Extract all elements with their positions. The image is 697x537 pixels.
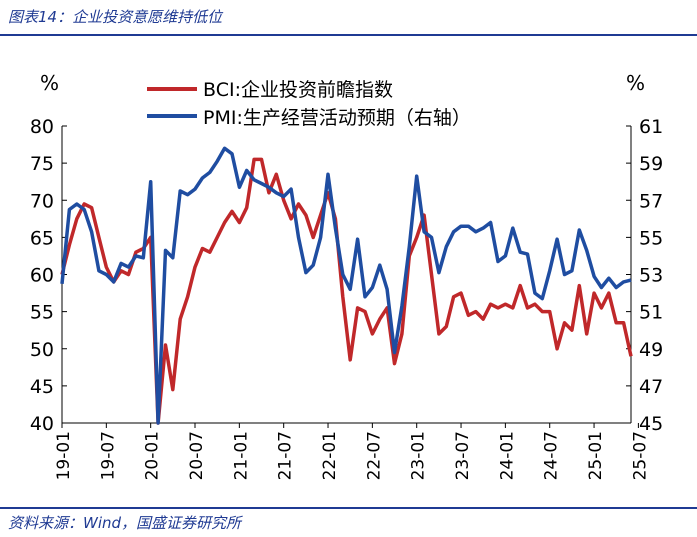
x-tick-label: 20-07 <box>187 431 207 480</box>
line-chart: % % BCI:企业投资前瞻指数 PMI:生产经营活动预期（右轴） 40 45 50… <box>30 71 663 480</box>
left-axis-unit: % <box>40 71 59 95</box>
x-tick-label: 21-07 <box>276 431 296 480</box>
right-tick-label: 47 <box>639 376 663 398</box>
legend: BCI:企业投资前瞻指数 PMI:生产经营活动预期（右轴） <box>147 79 471 129</box>
left-tick-label: 55 <box>30 302 54 324</box>
right-axis-ticks: 45 47 49 51 53 55 57 59 61 <box>626 116 663 435</box>
right-axis-unit: % <box>626 71 645 95</box>
right-tick-label: 45 <box>639 413 663 435</box>
figure-title: 图表14：企业投资意愿维持低位 <box>8 8 223 26</box>
right-tick-label: 57 <box>639 190 663 212</box>
top-rule <box>0 34 697 36</box>
x-tick-label: 23-07 <box>453 431 473 480</box>
left-tick-label: 75 <box>30 153 54 175</box>
left-tick-label: 65 <box>30 227 54 249</box>
legend-label-pmi: PMI:生产经营活动预期（右轴） <box>203 107 471 129</box>
series-lines <box>60 146 633 425</box>
right-tick-label: 53 <box>639 265 663 287</box>
source-note: 资料来源：Wind，国盛证券研究所 <box>8 514 242 532</box>
pmi-series-line <box>60 146 632 425</box>
left-tick-label: 45 <box>30 376 54 398</box>
right-tick-label: 55 <box>639 227 663 249</box>
left-axis-ticks: 40 45 50 55 60 65 70 75 80 <box>30 116 67 435</box>
x-tick-label: 22-01 <box>320 431 340 480</box>
x-tick-label: 24-01 <box>497 431 517 480</box>
x-tick-label: 23-01 <box>409 431 429 480</box>
x-axis-ticks: 19-01 19-07 20-01 20-07 21-01 21-07 22-01 22-07… <box>54 423 650 480</box>
x-tick-label: 22-07 <box>364 431 384 480</box>
x-tick-label: 25-07 <box>630 431 650 480</box>
left-tick-label: 50 <box>30 339 54 361</box>
legend-label-bci: BCI:企业投资前瞻指数 <box>203 79 393 101</box>
left-tick-label: 60 <box>30 265 54 287</box>
x-tick-label: 21-01 <box>231 431 251 480</box>
x-tick-label: 19-01 <box>54 431 74 480</box>
left-tick-label: 80 <box>30 116 54 138</box>
x-tick-label: 20-01 <box>143 431 163 480</box>
x-tick-label: 25-01 <box>586 431 606 480</box>
right-tick-label: 59 <box>639 153 663 175</box>
right-tick-label: 49 <box>639 339 663 361</box>
x-tick-label: 19-07 <box>98 431 118 480</box>
x-tick-label: 24-07 <box>542 431 562 480</box>
left-tick-label: 70 <box>30 190 54 212</box>
bottom-rule <box>0 507 697 509</box>
right-tick-label: 51 <box>639 302 663 324</box>
left-tick-label: 40 <box>30 413 54 435</box>
axes <box>61 126 632 424</box>
right-tick-label: 61 <box>639 116 663 138</box>
